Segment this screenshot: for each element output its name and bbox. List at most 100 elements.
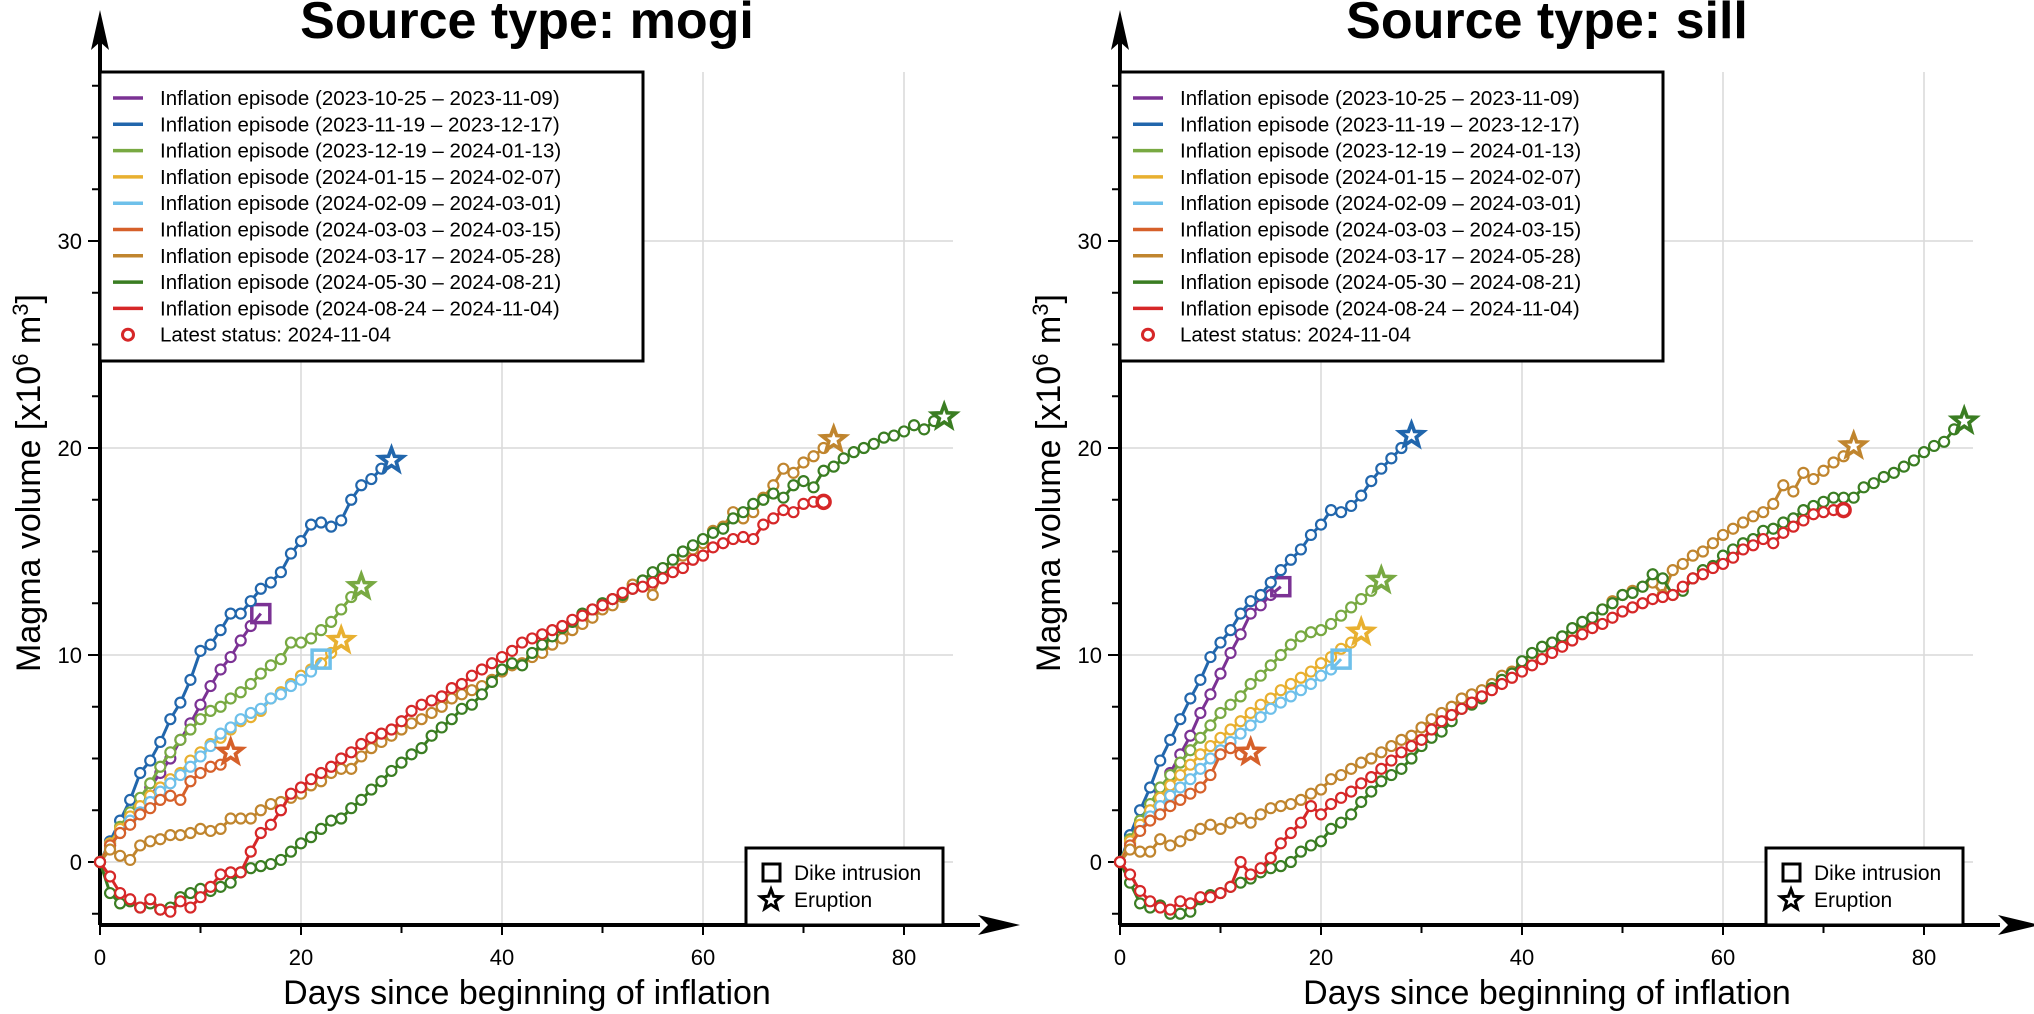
data-point [325,615,338,628]
data-point [1576,615,1589,628]
data-point [1214,706,1227,720]
data-point [1505,671,1519,684]
data-point [1586,611,1599,624]
data-point [194,766,207,780]
data-point [465,684,478,697]
data-point [1154,901,1167,914]
data-point [857,441,870,455]
data-point [244,812,257,825]
data-point [214,868,227,881]
data-point [1214,748,1227,761]
data-point [1184,744,1197,757]
data-point [1777,479,1790,492]
data-point [1294,816,1308,829]
data-point [475,663,488,676]
data-point [184,760,197,773]
eruption-marker-inner [384,453,399,467]
data-point [1596,617,1609,631]
data-point [1546,646,1559,660]
data-point [787,506,800,519]
data-point [184,723,197,736]
data-point [1184,729,1197,742]
eruption-legend-icon-inner [764,893,778,906]
data-point [1274,860,1287,873]
data-point [164,789,177,802]
data-point [455,702,468,715]
data-point [1184,758,1197,771]
y-tick-label: 30 [1078,229,1102,254]
y-axis-label: Magma volume [x106 m3] [8,294,48,672]
data-point [1334,768,1348,782]
legend-label: Inflation episode (2023-10-25 – 2023-11-… [1180,87,1580,110]
y-tick-label: 0 [1090,850,1102,875]
data-point [1144,781,1157,794]
data-point [1686,572,1699,585]
data-point [395,756,408,769]
data-point [1877,470,1890,484]
data-point [1284,553,1297,566]
data-point [837,452,850,465]
data-point [455,677,468,691]
data-point [787,466,800,479]
y-label-end: ] [10,294,48,303]
data-point [1425,723,1438,736]
data-point [656,572,669,585]
data-point [335,762,348,775]
legend-label: Inflation episode (2024-05-30 – 2024-08-… [1180,271,1581,294]
data-point [1194,891,1207,904]
data-point [505,657,519,670]
marker-legend-eruption-label: Eruption [1814,889,1892,912]
data-point [1274,564,1287,577]
data-point [284,845,298,858]
data-point [184,826,197,840]
series-legend: Inflation episode (2023-10-25 – 2023-11-… [98,70,645,363]
latest-status-marker-icon [815,493,832,511]
data-point [224,650,237,664]
panel-sill: Source type: sill Days since beginning o… [1028,0,2034,1012]
data-point [244,862,257,875]
data-point [1184,897,1197,910]
data-point [1686,549,1699,562]
data-point [1365,785,1378,798]
data-point [1706,561,1720,575]
data-point [1726,522,1740,535]
data-point [1747,539,1760,552]
data-point [1304,677,1318,691]
data-point [1194,781,1207,794]
data-point [1144,895,1157,908]
data-point [1807,472,1820,486]
data-point [284,636,298,649]
data-point [154,793,167,807]
data-point [1304,528,1318,542]
dike-intrusion-legend-icon [1781,862,1802,883]
data-point [1334,816,1348,829]
data-point [103,870,117,883]
data-point [164,828,177,842]
data-point [1234,727,1247,740]
data-point [124,793,137,807]
data-point [1164,779,1177,792]
data-point [1355,756,1368,769]
data-point [1214,822,1227,835]
data-point [1234,607,1247,620]
data-point [696,532,710,546]
data-point [666,566,679,579]
data-point [204,638,217,651]
data-point [1154,808,1167,821]
data-point [355,737,368,751]
data-point [345,746,358,759]
data-point [1164,733,1177,746]
data-point [1284,797,1297,811]
data-point [1747,510,1760,523]
data-point [1174,895,1187,908]
data-point [234,634,247,647]
data-point [1194,706,1207,720]
data-point [1535,653,1549,666]
data-point [1324,504,1338,517]
legend-label: Inflation episode (2024-03-17 – 2024-05-… [1180,245,1581,268]
data-point [465,698,478,711]
data-point [556,632,569,645]
data-point [174,793,187,807]
data-point [274,566,287,579]
eruption-marker-inner [1374,573,1388,587]
